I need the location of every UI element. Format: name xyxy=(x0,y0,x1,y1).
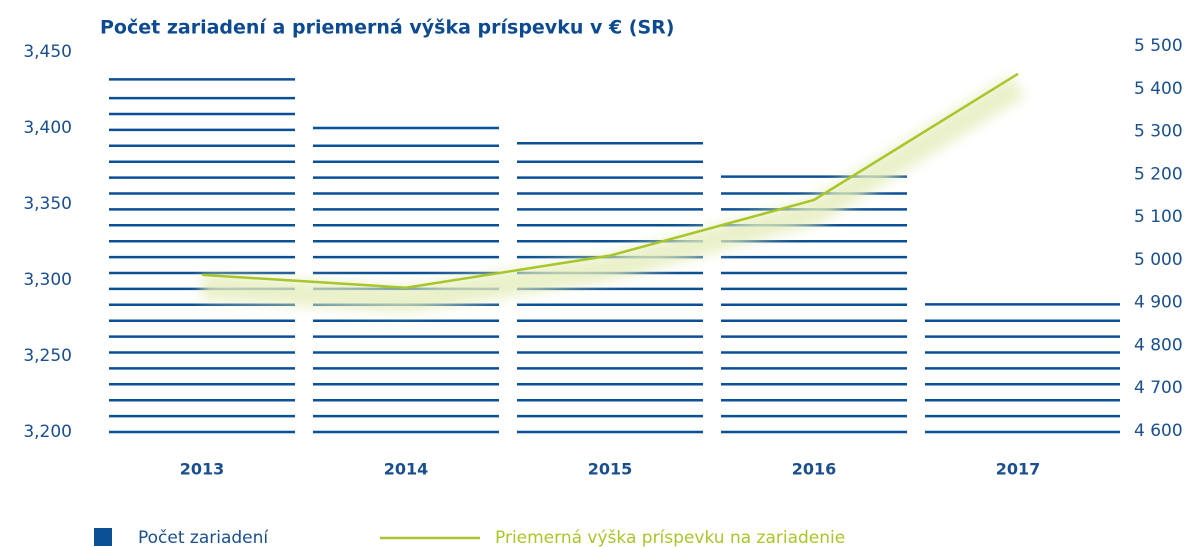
bar xyxy=(925,303,1120,434)
y-tick-label: 3,450 xyxy=(23,42,72,62)
y2-tick-label: 4 900 xyxy=(1134,293,1183,313)
line-glow xyxy=(201,74,1025,313)
legend-swatch xyxy=(94,528,112,546)
x-tick-label: 2016 xyxy=(792,460,837,479)
y2-tick-label: 5 000 xyxy=(1134,250,1183,270)
y2-tick-label: 5 400 xyxy=(1134,79,1183,99)
y2-tick-label: 4 600 xyxy=(1134,421,1183,441)
chart-title: Počet zariadení a priemerná výška príspe… xyxy=(100,17,674,39)
y2-tick-label: 4 700 xyxy=(1134,378,1183,398)
x-tick-label: 2014 xyxy=(384,460,429,479)
legend-label: Priemerná výška príspevku na zariadenie xyxy=(495,528,845,547)
y-tick-label: 3,400 xyxy=(23,118,72,138)
x-tick-label: 2015 xyxy=(588,460,633,479)
line xyxy=(201,72,1019,289)
x-tick-label: 2017 xyxy=(996,460,1041,479)
bar xyxy=(109,78,295,434)
y-tick-label: 3,250 xyxy=(23,346,72,366)
y-tick-label: 3,350 xyxy=(23,194,72,214)
bar xyxy=(517,141,703,434)
legend-label: Počet zariadení xyxy=(138,528,269,547)
y2-tick-label: 5 300 xyxy=(1134,122,1183,142)
y2-tick-label: 5 100 xyxy=(1134,207,1183,227)
y-tick-label: 3,200 xyxy=(23,422,72,442)
y-tick-label: 3,300 xyxy=(23,270,72,290)
y2-tick-label: 5 200 xyxy=(1134,164,1183,184)
x-tick-label: 2013 xyxy=(180,460,225,479)
bar xyxy=(313,126,499,434)
y2-tick-label: 5 500 xyxy=(1134,36,1183,56)
y2-tick-label: 4 800 xyxy=(1134,335,1183,355)
bar xyxy=(721,175,907,434)
